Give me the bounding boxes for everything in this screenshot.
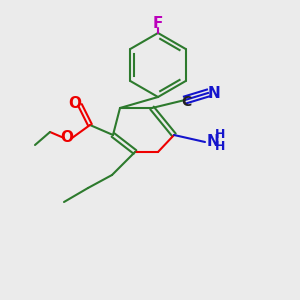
- Text: N: N: [207, 134, 219, 148]
- Text: C: C: [181, 95, 191, 109]
- Text: O: O: [61, 130, 74, 146]
- Text: F: F: [153, 16, 163, 31]
- Text: N: N: [208, 85, 220, 100]
- Text: H: H: [215, 128, 225, 142]
- Text: O: O: [68, 97, 82, 112]
- Text: H: H: [215, 140, 225, 154]
